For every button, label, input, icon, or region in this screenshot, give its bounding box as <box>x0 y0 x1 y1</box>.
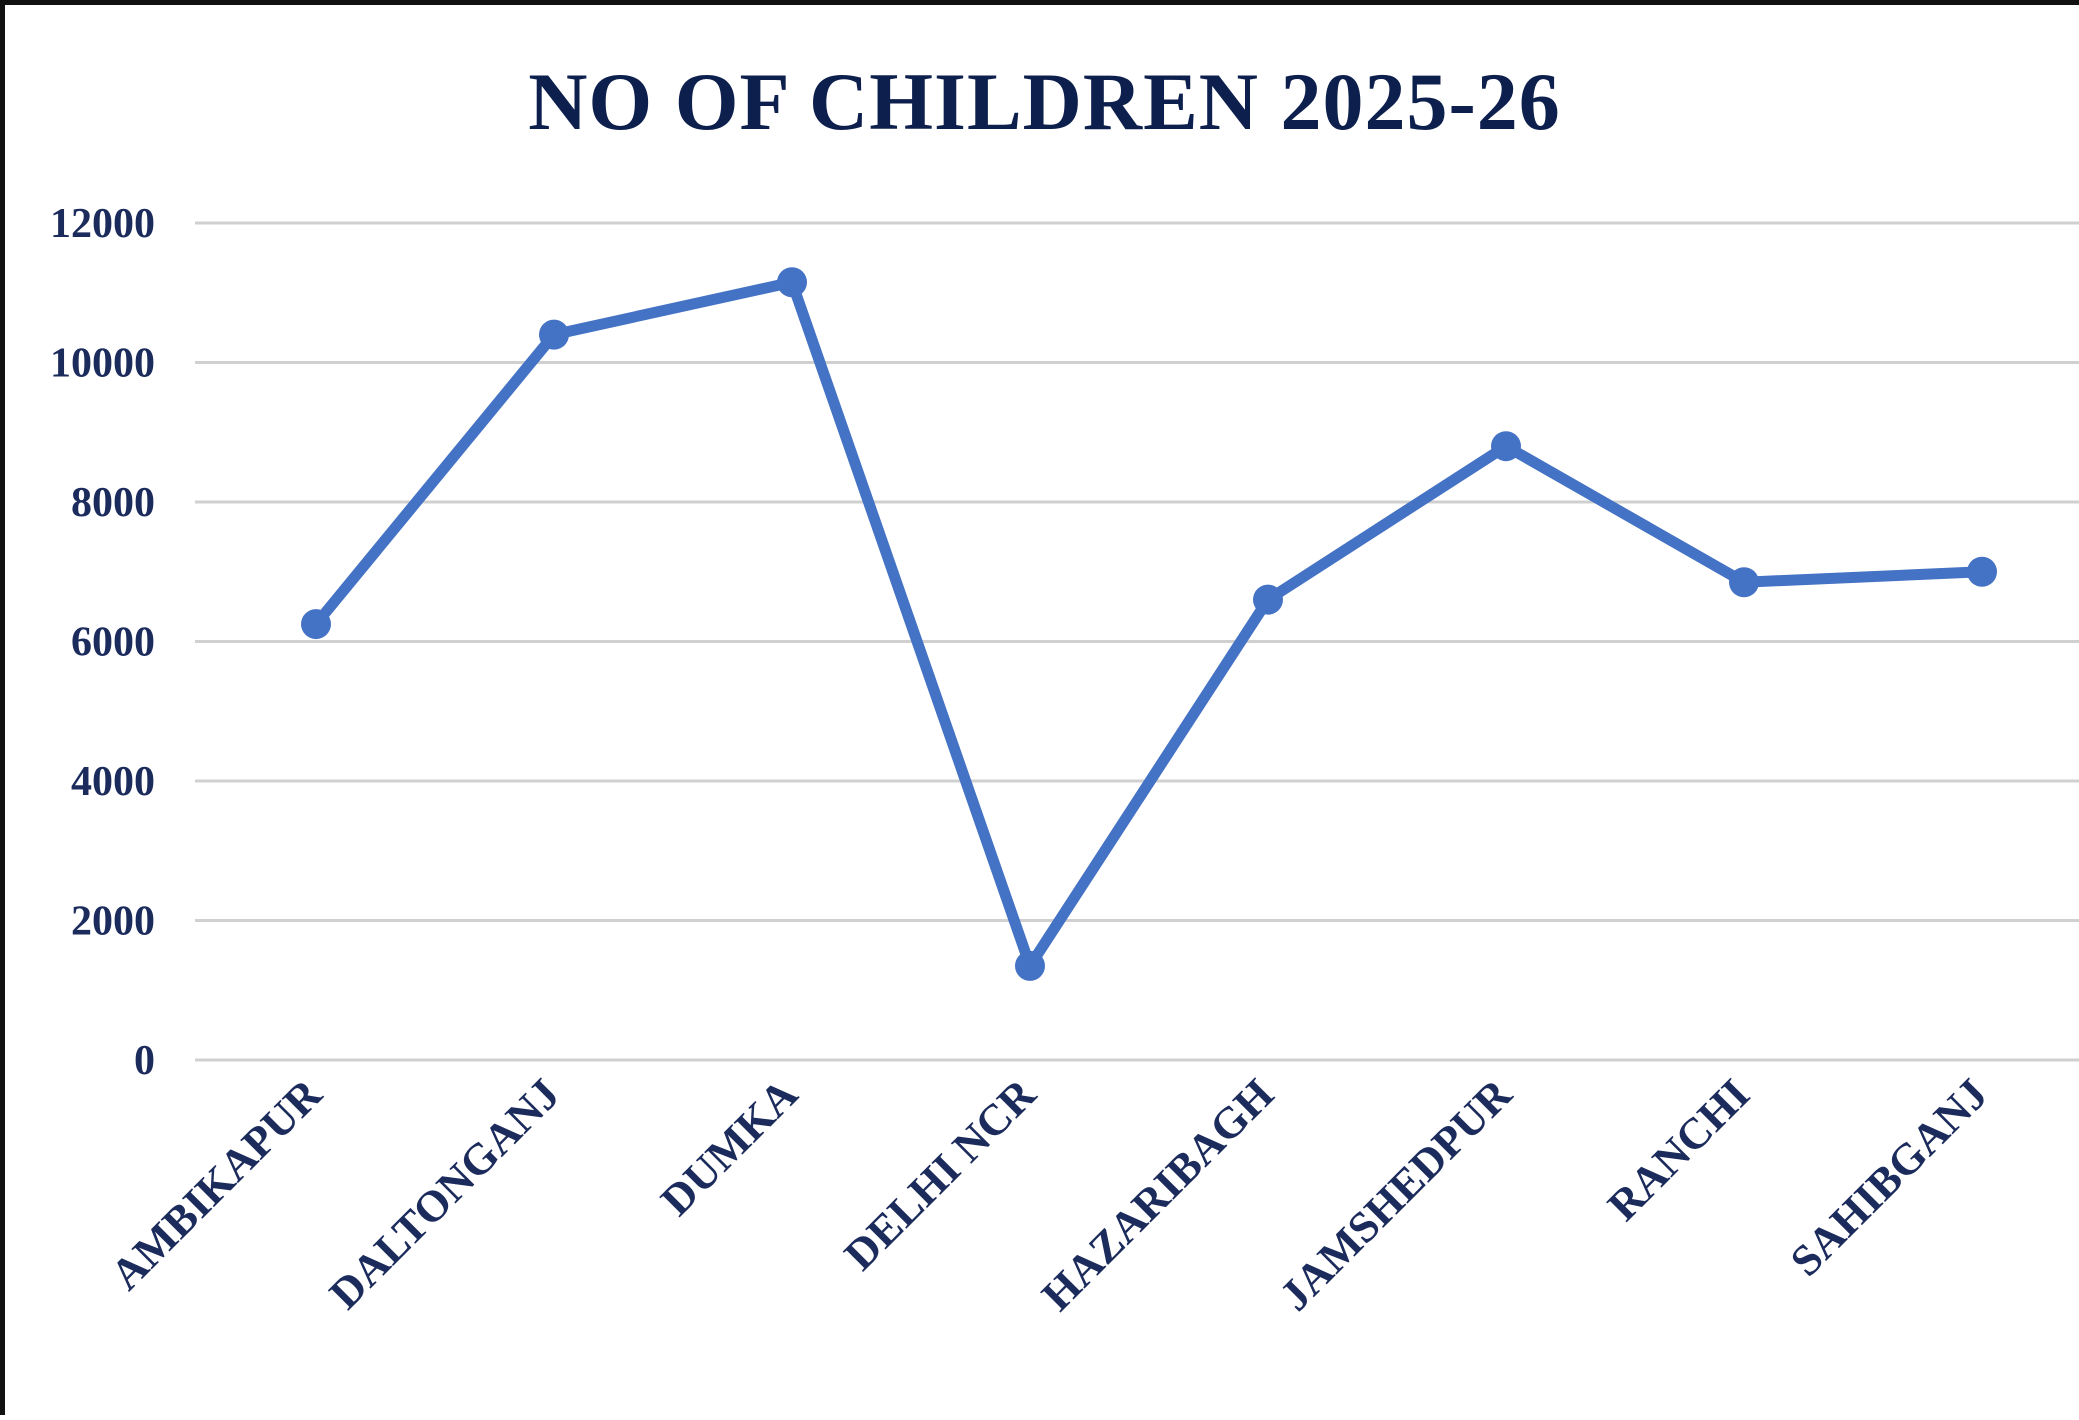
y-tick-label: 10000 <box>50 341 155 387</box>
data-point <box>539 319 569 350</box>
y-tick-label: 8000 <box>71 480 155 526</box>
gridlines <box>195 221 2079 1062</box>
data-point <box>1253 584 1283 615</box>
series-line-layer <box>310 276 1988 972</box>
data-point <box>777 267 807 298</box>
x-tick-label: JAMSHEDPUR <box>1270 1069 1522 1321</box>
data-point <box>1015 950 1045 981</box>
x-tick-label: HAZARIBAGH <box>1032 1069 1283 1320</box>
series-points <box>301 267 1997 981</box>
x-tick-label: RANCHI <box>1598 1069 1759 1230</box>
line-chart: 0 2000 4000 6000 8000 10000 12000 AMBIKAPURDAL… <box>50 201 2079 1321</box>
y-tick-label: 0 <box>134 1038 155 1084</box>
x-tick-label: DALTONGANJ <box>320 1069 569 1318</box>
y-tick-label: 6000 <box>71 620 155 666</box>
chart-title: NO OF CHILDREN 2025-26 <box>528 56 1561 147</box>
y-tick-label: 2000 <box>71 899 155 945</box>
data-point <box>1491 431 1521 462</box>
data-point <box>301 609 331 640</box>
y-tick-label: 12000 <box>50 201 155 247</box>
data-point <box>1729 567 1759 598</box>
y-tick-label: 4000 <box>71 759 155 805</box>
x-tick-label: SAHIBGANJ <box>1781 1069 1997 1285</box>
y-axis-ticks: 0 2000 4000 6000 8000 10000 12000 <box>50 201 155 1084</box>
x-tick-label: DELHI NCR <box>835 1069 1046 1280</box>
series-line <box>310 276 1988 972</box>
data-point <box>1967 556 1997 587</box>
x-tick-label: DUMKA <box>651 1069 807 1225</box>
x-tick-label: AMBIKAPUR <box>101 1069 332 1300</box>
